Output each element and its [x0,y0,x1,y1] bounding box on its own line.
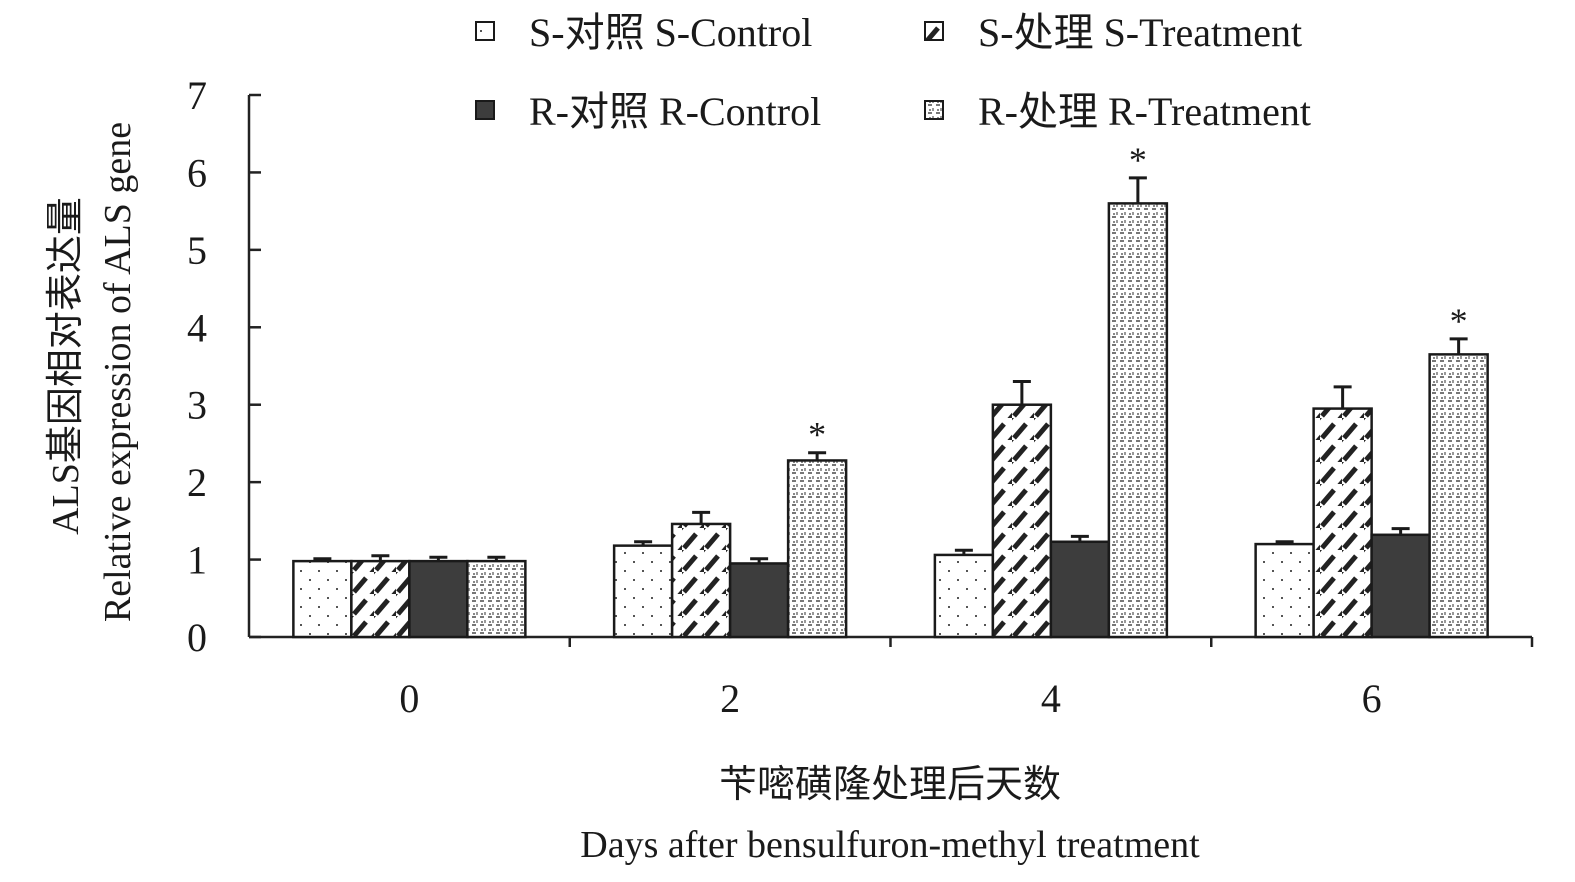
bar [612,544,674,639]
bar [1312,407,1373,639]
bar [786,459,848,639]
bar [728,562,790,639]
bar [1254,542,1315,639]
bar [1049,540,1111,639]
x-tick-label: 4 [1041,676,1061,721]
y-tick-label: 1 [187,538,207,583]
x-axis-title: 苄嘧磺隆处理后天数 Days after bensulfuron-methyl … [580,764,1200,866]
y-axis-title-en: Relative expression of ALS gene [97,122,139,622]
significance-marker: * [808,415,826,455]
x-axis-title-cn: 苄嘧磺隆处理后天数 [719,764,1061,806]
bar [292,559,353,639]
legend-label: R-处理 R-Treatment [978,89,1311,134]
x-axis-title-en: Days after bensulfuron-methyl treatment [580,824,1200,866]
y-tick-label: 2 [187,460,207,505]
legend-item: R-处理 R-Treatment [924,89,1311,134]
bar [1370,533,1431,639]
y-tick-label: 4 [187,305,207,350]
legend-swatch [924,100,944,120]
bar [933,553,995,639]
x-tick-label: 6 [1362,676,1382,721]
x-tick-label: 2 [720,676,740,721]
legend-item: R-对照 R-Control [475,89,821,134]
bars: * * * [292,140,1489,639]
legend-item: S-处理 S-Treatment [924,10,1302,55]
legend-label: S-处理 S-Treatment [978,10,1302,55]
legend-swatch [475,100,495,120]
y-axis-title: ALS基因相对表达量 Relative expression of ALS ge… [45,122,139,622]
bar [991,403,1053,639]
significance-marker: * [1450,301,1468,341]
legend: S-对照 S-Control S-处理 S-Treatment R-对照 R-Con… [475,10,1311,134]
y-axis-title-cn: ALS基因相对表达量 [45,197,87,535]
legend-swatch [475,21,495,41]
x-tick-label: 0 [399,676,419,721]
significance-marker: * [1129,140,1147,180]
bar [466,559,527,639]
bar [350,559,411,639]
legend-label: R-对照 R-Control [529,89,821,134]
y-tick-label: 5 [187,228,207,273]
y-tick-label: 3 [187,383,207,428]
legend-label: S-对照 S-Control [529,10,812,55]
bar [1107,202,1169,639]
bar [1428,353,1489,639]
y-tick-label: 0 [187,615,207,660]
legend-item: S-对照 S-Control [475,10,812,55]
y-tick-label: 6 [187,150,207,195]
legend-swatch [924,21,944,41]
bar [670,522,732,639]
bar [408,559,469,639]
y-tick-label: 7 [187,73,207,118]
